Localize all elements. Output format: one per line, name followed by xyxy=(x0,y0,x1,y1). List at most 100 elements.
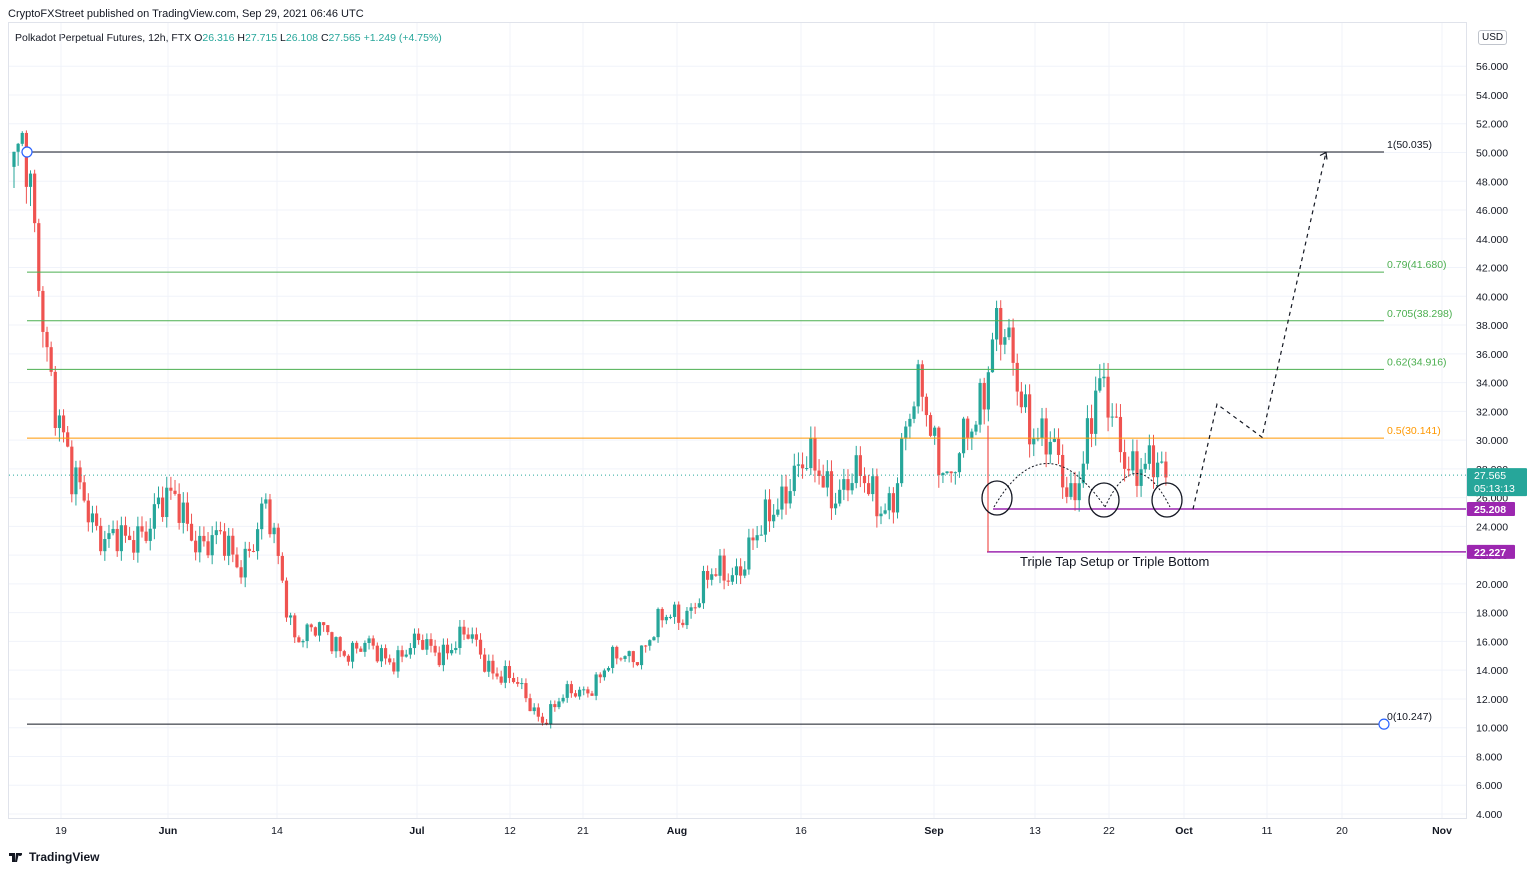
tradingview-logo[interactable]: TradingView xyxy=(9,850,99,864)
candle-body xyxy=(681,622,685,626)
candle-body xyxy=(677,604,681,623)
candle-body xyxy=(338,637,342,652)
candle-body xyxy=(862,475,867,484)
level-badge xyxy=(1467,502,1515,517)
candle-body xyxy=(1069,483,1073,497)
candle-body xyxy=(606,667,611,671)
candle-body xyxy=(743,569,747,576)
candle-body xyxy=(854,455,858,484)
arc-dotted xyxy=(993,463,1106,508)
low-label: L xyxy=(280,32,286,44)
candle-body xyxy=(937,427,941,476)
currency-button[interactable]: USD xyxy=(1478,30,1508,45)
candle-body xyxy=(499,676,503,683)
candle-body xyxy=(198,535,202,553)
candle-body xyxy=(404,654,408,657)
candle-body xyxy=(920,364,924,397)
candle-body xyxy=(751,537,755,541)
candle-body xyxy=(780,486,784,510)
candle-body xyxy=(156,497,161,505)
candle-body xyxy=(49,347,53,372)
candle-body xyxy=(747,537,751,570)
x-tick-label: Aug xyxy=(667,825,687,837)
x-tick-label: Oct xyxy=(1175,825,1193,837)
candle-body xyxy=(483,654,487,672)
candle-body xyxy=(148,528,152,541)
x-tick-label: Sep xyxy=(924,825,943,837)
candle-body xyxy=(1044,418,1048,455)
candle-body xyxy=(664,616,668,621)
y-tick-label: 32.000 xyxy=(1476,406,1508,418)
candle-body xyxy=(1036,438,1040,440)
candle-body xyxy=(565,684,569,698)
candle-body xyxy=(689,607,693,611)
candle-body xyxy=(904,426,908,439)
candle-body xyxy=(982,382,986,410)
candle-body xyxy=(90,513,95,523)
candle-body xyxy=(1122,452,1127,469)
candle-body xyxy=(1081,463,1085,484)
fib-level-label: 0.79(41.680) xyxy=(1387,259,1447,271)
candle-body xyxy=(1028,394,1032,445)
candle-body xyxy=(94,513,99,526)
candle-body xyxy=(916,364,920,407)
candle-body xyxy=(375,645,379,662)
candle-body xyxy=(144,531,148,541)
candle-body xyxy=(520,683,524,685)
candle-body xyxy=(1118,416,1123,453)
candle-body xyxy=(507,666,512,678)
candle-body xyxy=(949,471,953,474)
candle-body xyxy=(623,656,627,659)
candle-body xyxy=(941,473,945,476)
candle-body xyxy=(177,493,181,523)
candle-body xyxy=(825,471,829,488)
candle-body xyxy=(227,535,231,556)
candle-body xyxy=(132,540,136,553)
candle-body xyxy=(838,489,842,504)
candle-body xyxy=(970,431,974,438)
candle-body xyxy=(239,567,243,578)
candle-body xyxy=(86,500,90,523)
candle-body xyxy=(891,493,895,513)
fib-level-label: 1(50.035) xyxy=(1387,139,1432,151)
candle-body xyxy=(858,455,862,476)
candle-body xyxy=(37,223,41,291)
candle-body xyxy=(879,513,883,517)
candle-body xyxy=(933,427,937,436)
candle-body xyxy=(833,503,838,509)
close-label: C xyxy=(320,32,329,44)
candle-body xyxy=(990,339,995,373)
candle-body xyxy=(1147,445,1151,464)
candle-body xyxy=(586,689,590,694)
projection-path xyxy=(1192,152,1327,510)
level-badge-label: 25.208 xyxy=(1474,504,1506,516)
candle-body xyxy=(388,658,392,663)
candle-body xyxy=(355,642,359,649)
candle-body xyxy=(598,674,602,678)
fib-level-label: 0.705(38.298) xyxy=(1387,308,1452,320)
candle-body xyxy=(445,644,450,654)
candle-body xyxy=(429,639,433,646)
candle-body xyxy=(268,499,272,535)
y-tick-label: 34.000 xyxy=(1476,378,1508,390)
x-tick-label: Nov xyxy=(1432,825,1452,837)
candle-body xyxy=(128,535,132,541)
candle-body xyxy=(466,634,470,639)
candle-body xyxy=(218,530,223,532)
candle-body xyxy=(986,372,990,410)
candle-body xyxy=(437,652,441,666)
candle-body xyxy=(392,662,396,672)
candle-body xyxy=(462,626,466,635)
candle-body xyxy=(1102,376,1106,379)
candle-body xyxy=(371,638,375,646)
candle-body xyxy=(961,418,966,454)
candle-body xyxy=(1061,454,1065,488)
candle-body xyxy=(553,704,557,708)
candle-body xyxy=(887,493,891,511)
candle-body xyxy=(1151,445,1156,478)
candle-body xyxy=(1143,463,1147,470)
candle-body xyxy=(582,689,586,691)
candle-body xyxy=(578,689,582,697)
fib-level-label: 0(10.247) xyxy=(1387,711,1432,723)
